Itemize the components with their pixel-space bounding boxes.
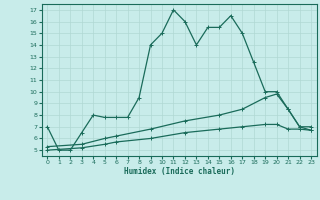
X-axis label: Humidex (Indice chaleur): Humidex (Indice chaleur) bbox=[124, 167, 235, 176]
